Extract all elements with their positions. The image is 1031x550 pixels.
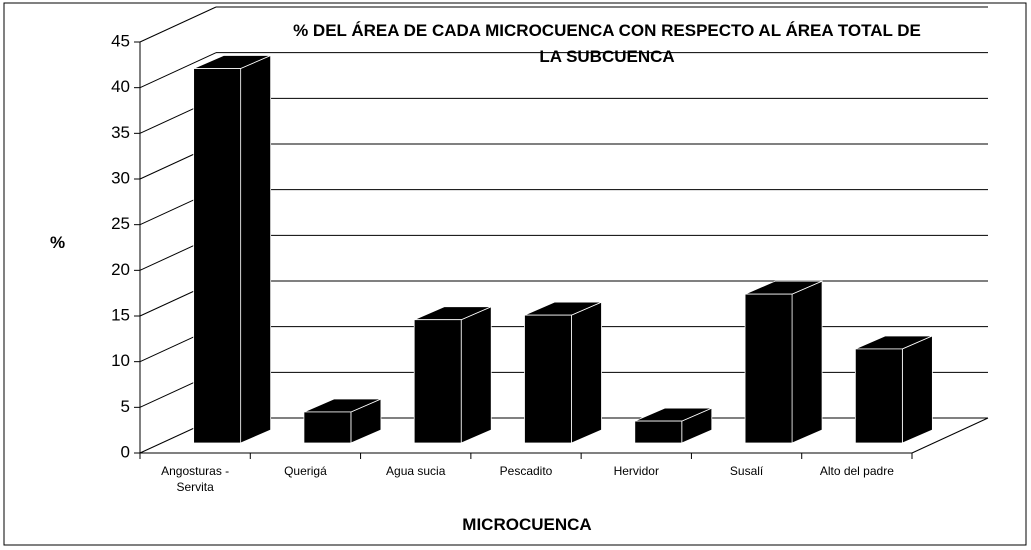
bar (634, 407, 713, 444)
floor-edge (911, 417, 989, 454)
bar-front (413, 319, 462, 444)
bar-front (744, 293, 793, 444)
x-tick-label: Hervidor (614, 464, 659, 478)
bar (303, 398, 382, 444)
chart-title: % DEL ÁREA DE CADA MICROCUENCA CON RESPE… (293, 21, 921, 66)
x-tick-label: Angosturas -Servita (161, 464, 229, 494)
y-tick-label: 5 (121, 397, 130, 416)
x-tick-label: Pescadito (500, 464, 553, 478)
y-tick-label: 35 (111, 123, 130, 142)
y-tick-label: 10 (111, 351, 130, 370)
chart-frame (3, 2, 1027, 546)
bar-front (634, 420, 683, 444)
grid-diagonal (139, 6, 217, 43)
y-tick-label: 0 (121, 442, 130, 461)
bar-side (460, 306, 492, 444)
bar-front (193, 68, 242, 444)
bar (193, 54, 272, 444)
x-axis-label: MICROCUENCA (462, 515, 591, 534)
bar-side (240, 54, 272, 444)
y-axis-label: % (50, 233, 65, 252)
bar (854, 335, 933, 444)
bar (413, 306, 492, 444)
y-tick-label: 40 (111, 77, 130, 96)
y-tick-label: 15 (111, 305, 130, 324)
x-tick-label: Alto del padre (820, 464, 894, 478)
y-tick-label: 45 (111, 31, 130, 50)
x-tick-label: Querigá (284, 464, 327, 478)
bar-side (901, 335, 933, 444)
bar-front (524, 314, 572, 444)
y-tick-label: 25 (111, 214, 130, 233)
x-tick-label: Agua sucia (386, 464, 446, 478)
x-tick-label: Susalí (730, 464, 764, 478)
bar-front (303, 411, 352, 444)
bar-side (571, 301, 602, 444)
bar (524, 301, 602, 444)
y-tick-label: 20 (111, 260, 130, 279)
y-tick-label: 30 (111, 168, 130, 187)
bar-front (854, 348, 903, 444)
bar-side (791, 280, 823, 444)
bar (744, 280, 823, 444)
grid-diagonal (139, 52, 217, 89)
